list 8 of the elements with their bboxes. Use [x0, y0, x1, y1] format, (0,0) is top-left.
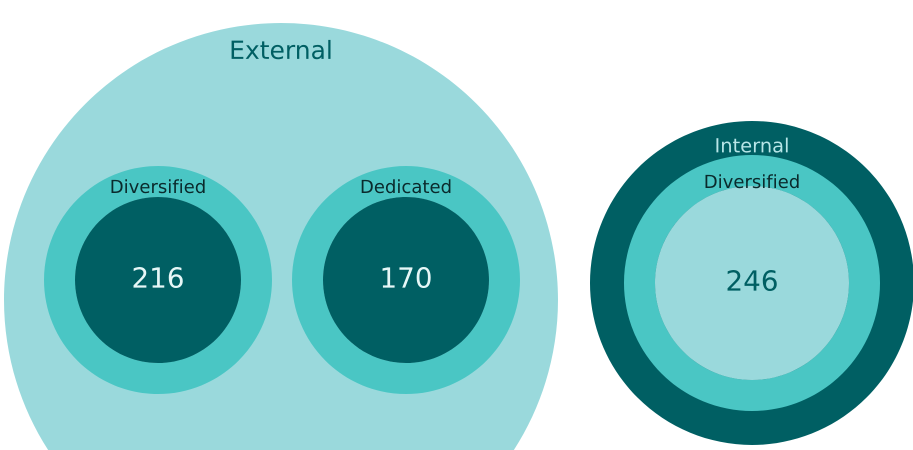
- category-label: Dedicated: [362, 179, 450, 194]
- category-label: Diversified: [706, 174, 799, 188]
- text: Internal: [716, 138, 788, 153]
- data-label: 216: [134, 267, 183, 288]
- data-label: 246: [728, 270, 777, 292]
- category-label: Diversified: [112, 179, 205, 194]
- data-label: 170: [382, 267, 431, 288]
- text: External: [232, 40, 331, 60]
